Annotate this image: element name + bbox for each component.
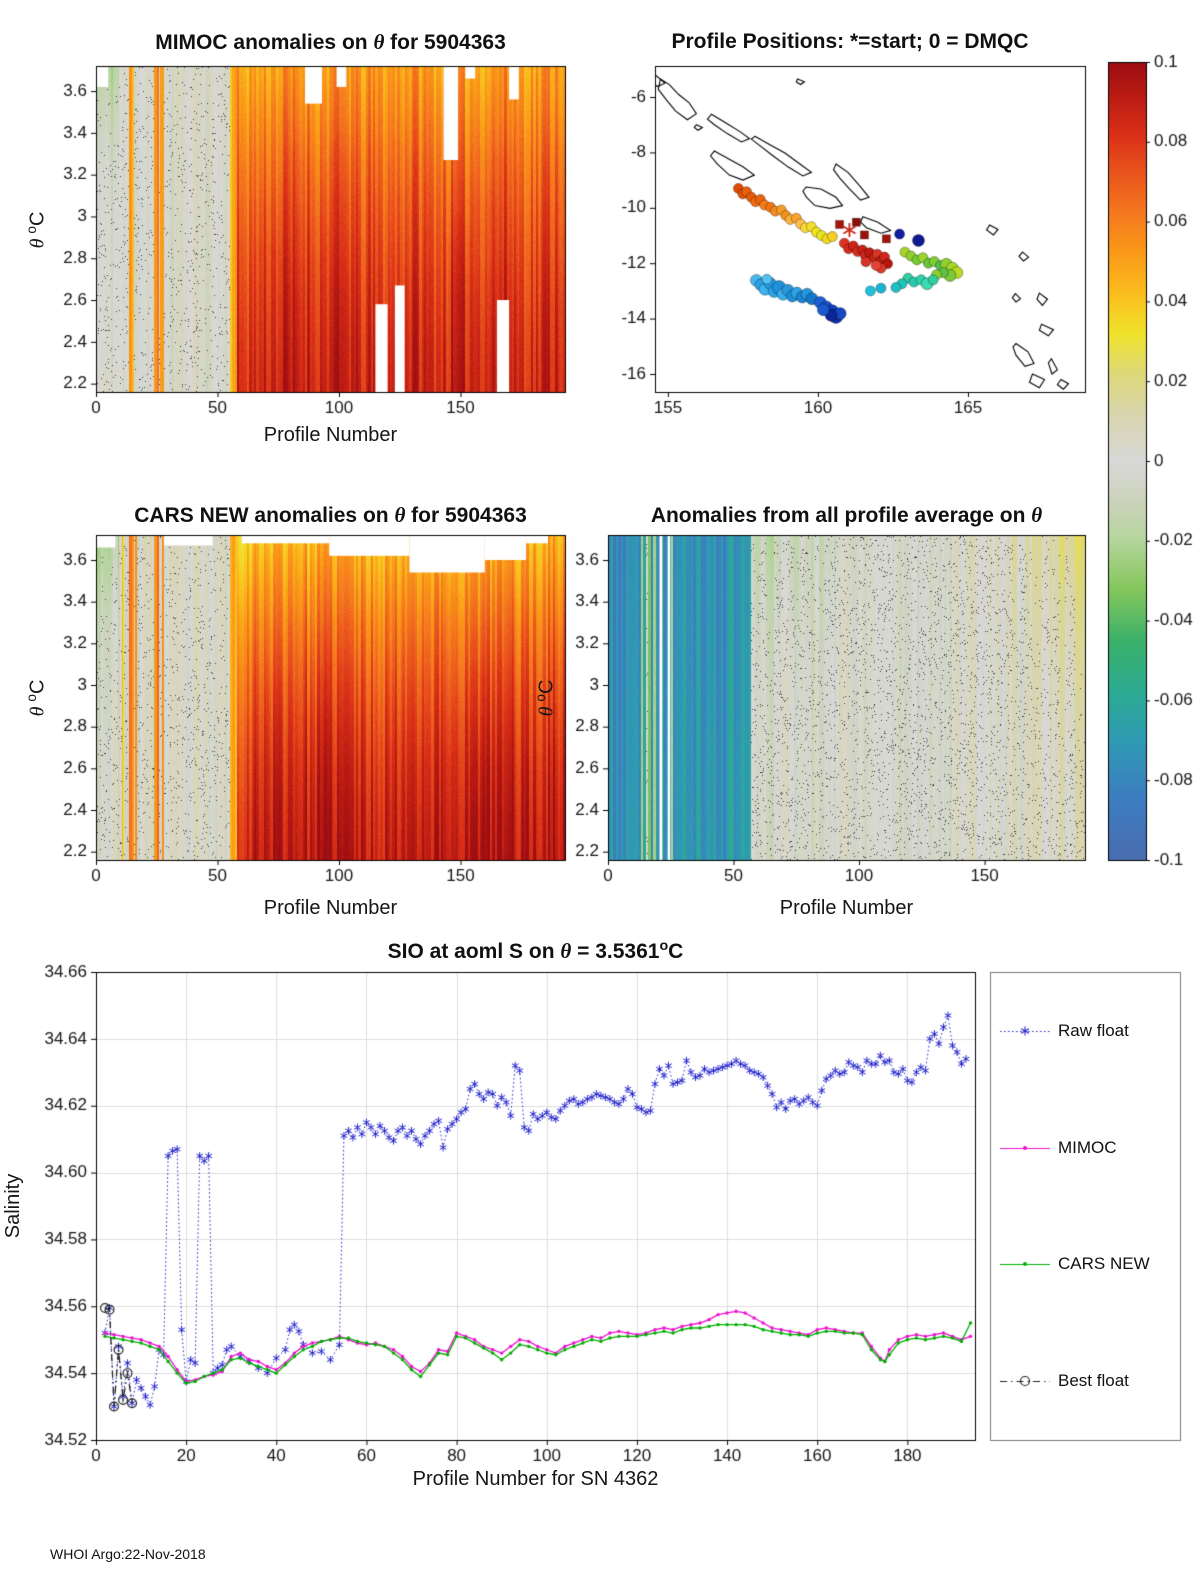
legend-label-mimoc: MIMOC (1058, 1138, 1117, 1157)
theta-symbol: θ (560, 939, 572, 963)
mimoc-title-text: MIMOC anomalies on (155, 31, 374, 54)
cars-title-sn: for 5904363 (405, 504, 527, 527)
theta-symbol: θ (535, 701, 558, 717)
theta-symbol: θ (373, 30, 385, 54)
legend-label-cars-new: CARS NEW (1058, 1254, 1150, 1273)
salinity-ylabel: Salinity (2, 1173, 24, 1239)
theta-symbol: θ (26, 233, 49, 249)
map-title: Profile Positions: *=start; 0 = DMQC (615, 30, 1085, 54)
sio-title-value: = 3.5361 (571, 940, 660, 963)
sio-title-text: SIO at aoml S on (387, 940, 561, 963)
celsius-symbol: C (535, 679, 558, 695)
cars-xlabel: Profile Number (263, 897, 398, 919)
mimoc-ylabel: θ oC (24, 170, 49, 290)
cars-ylabel: θ oC (24, 638, 49, 758)
celsius-symbol: C (26, 211, 49, 227)
diff-ylabel: θ oC (533, 638, 558, 758)
mimoc-title-sn: for 5904363 (384, 31, 506, 54)
diff-title: Anomalies from all profile average on θ (608, 503, 1085, 528)
cars-title: CARS NEW anomalies on θ for 5904363 (96, 503, 565, 528)
legend-label-best-float: Best float (1058, 1371, 1129, 1390)
figure-footer: WHOI Argo:22-Nov-2018 (50, 1546, 206, 1562)
legend-label-raw-float: Raw float (1058, 1021, 1129, 1040)
sio-title-unit: C (668, 940, 684, 963)
degree-sup: o (24, 226, 39, 234)
diff-xlabel: Profile Number (779, 897, 914, 919)
diff-title-text: Anomalies from all profile average on (650, 504, 1032, 527)
theta-symbol: θ (1031, 503, 1043, 527)
degree-sup: o (533, 694, 548, 702)
sio-xlabel: Profile Number for SN 4362 (412, 1468, 659, 1490)
theta-symbol: θ (26, 701, 49, 717)
theta-symbol: θ (394, 503, 406, 527)
celsius-symbol: C (26, 679, 49, 695)
cars-title-text: CARS NEW anomalies on (134, 504, 395, 527)
degree-sup: o (659, 938, 669, 954)
mimoc-title: MIMOC anomalies on θ for 5904363 (96, 30, 565, 55)
map-title-text: Profile Positions: *=start; 0 = DMQC (671, 30, 1029, 53)
degree-sup: o (24, 694, 39, 702)
sio-title: SIO at aoml S on θ = 3.5361oC (96, 938, 975, 964)
mimoc-xlabel: Profile Number (263, 424, 398, 446)
